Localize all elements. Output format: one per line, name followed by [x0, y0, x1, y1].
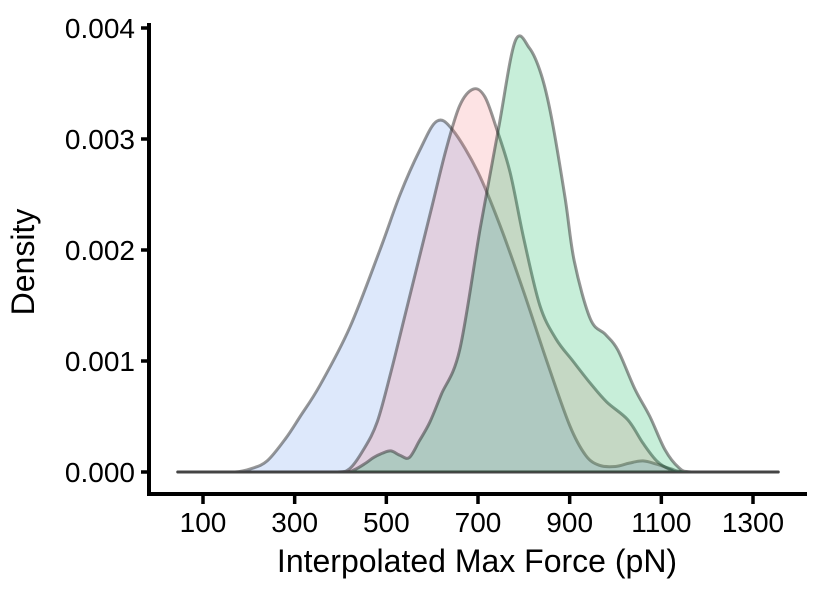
x-axis-title: Interpolated Max Force (pN) — [277, 543, 677, 579]
x-axis-ticks: 100 300 500 700 900 1100 1300 — [180, 496, 784, 538]
x-tick-label: 700 — [455, 507, 502, 538]
y-tick-label: 0.004 — [65, 13, 135, 44]
y-axis-ticks: 0.000 0.001 0.002 0.003 0.004 — [65, 13, 149, 488]
y-axis-title: Density — [5, 209, 41, 316]
y-tick-label: 0.001 — [65, 346, 135, 377]
x-tick-label: 500 — [363, 507, 410, 538]
pink-density-curve — [176, 87, 780, 474]
x-tick-label: 1100 — [631, 507, 691, 538]
blue-density-curve — [176, 118, 780, 474]
x-tick-label: 1300 — [722, 507, 784, 538]
x-tick-label: 100 — [180, 507, 227, 538]
x-tick-label: 300 — [271, 507, 318, 538]
x-tick-label: 900 — [546, 507, 593, 538]
y-tick-label: 0.000 — [65, 457, 135, 488]
y-tick-label: 0.003 — [65, 124, 135, 155]
green-density-curve — [176, 34, 780, 474]
density-curves — [176, 34, 780, 474]
y-tick-label: 0.002 — [65, 235, 135, 266]
